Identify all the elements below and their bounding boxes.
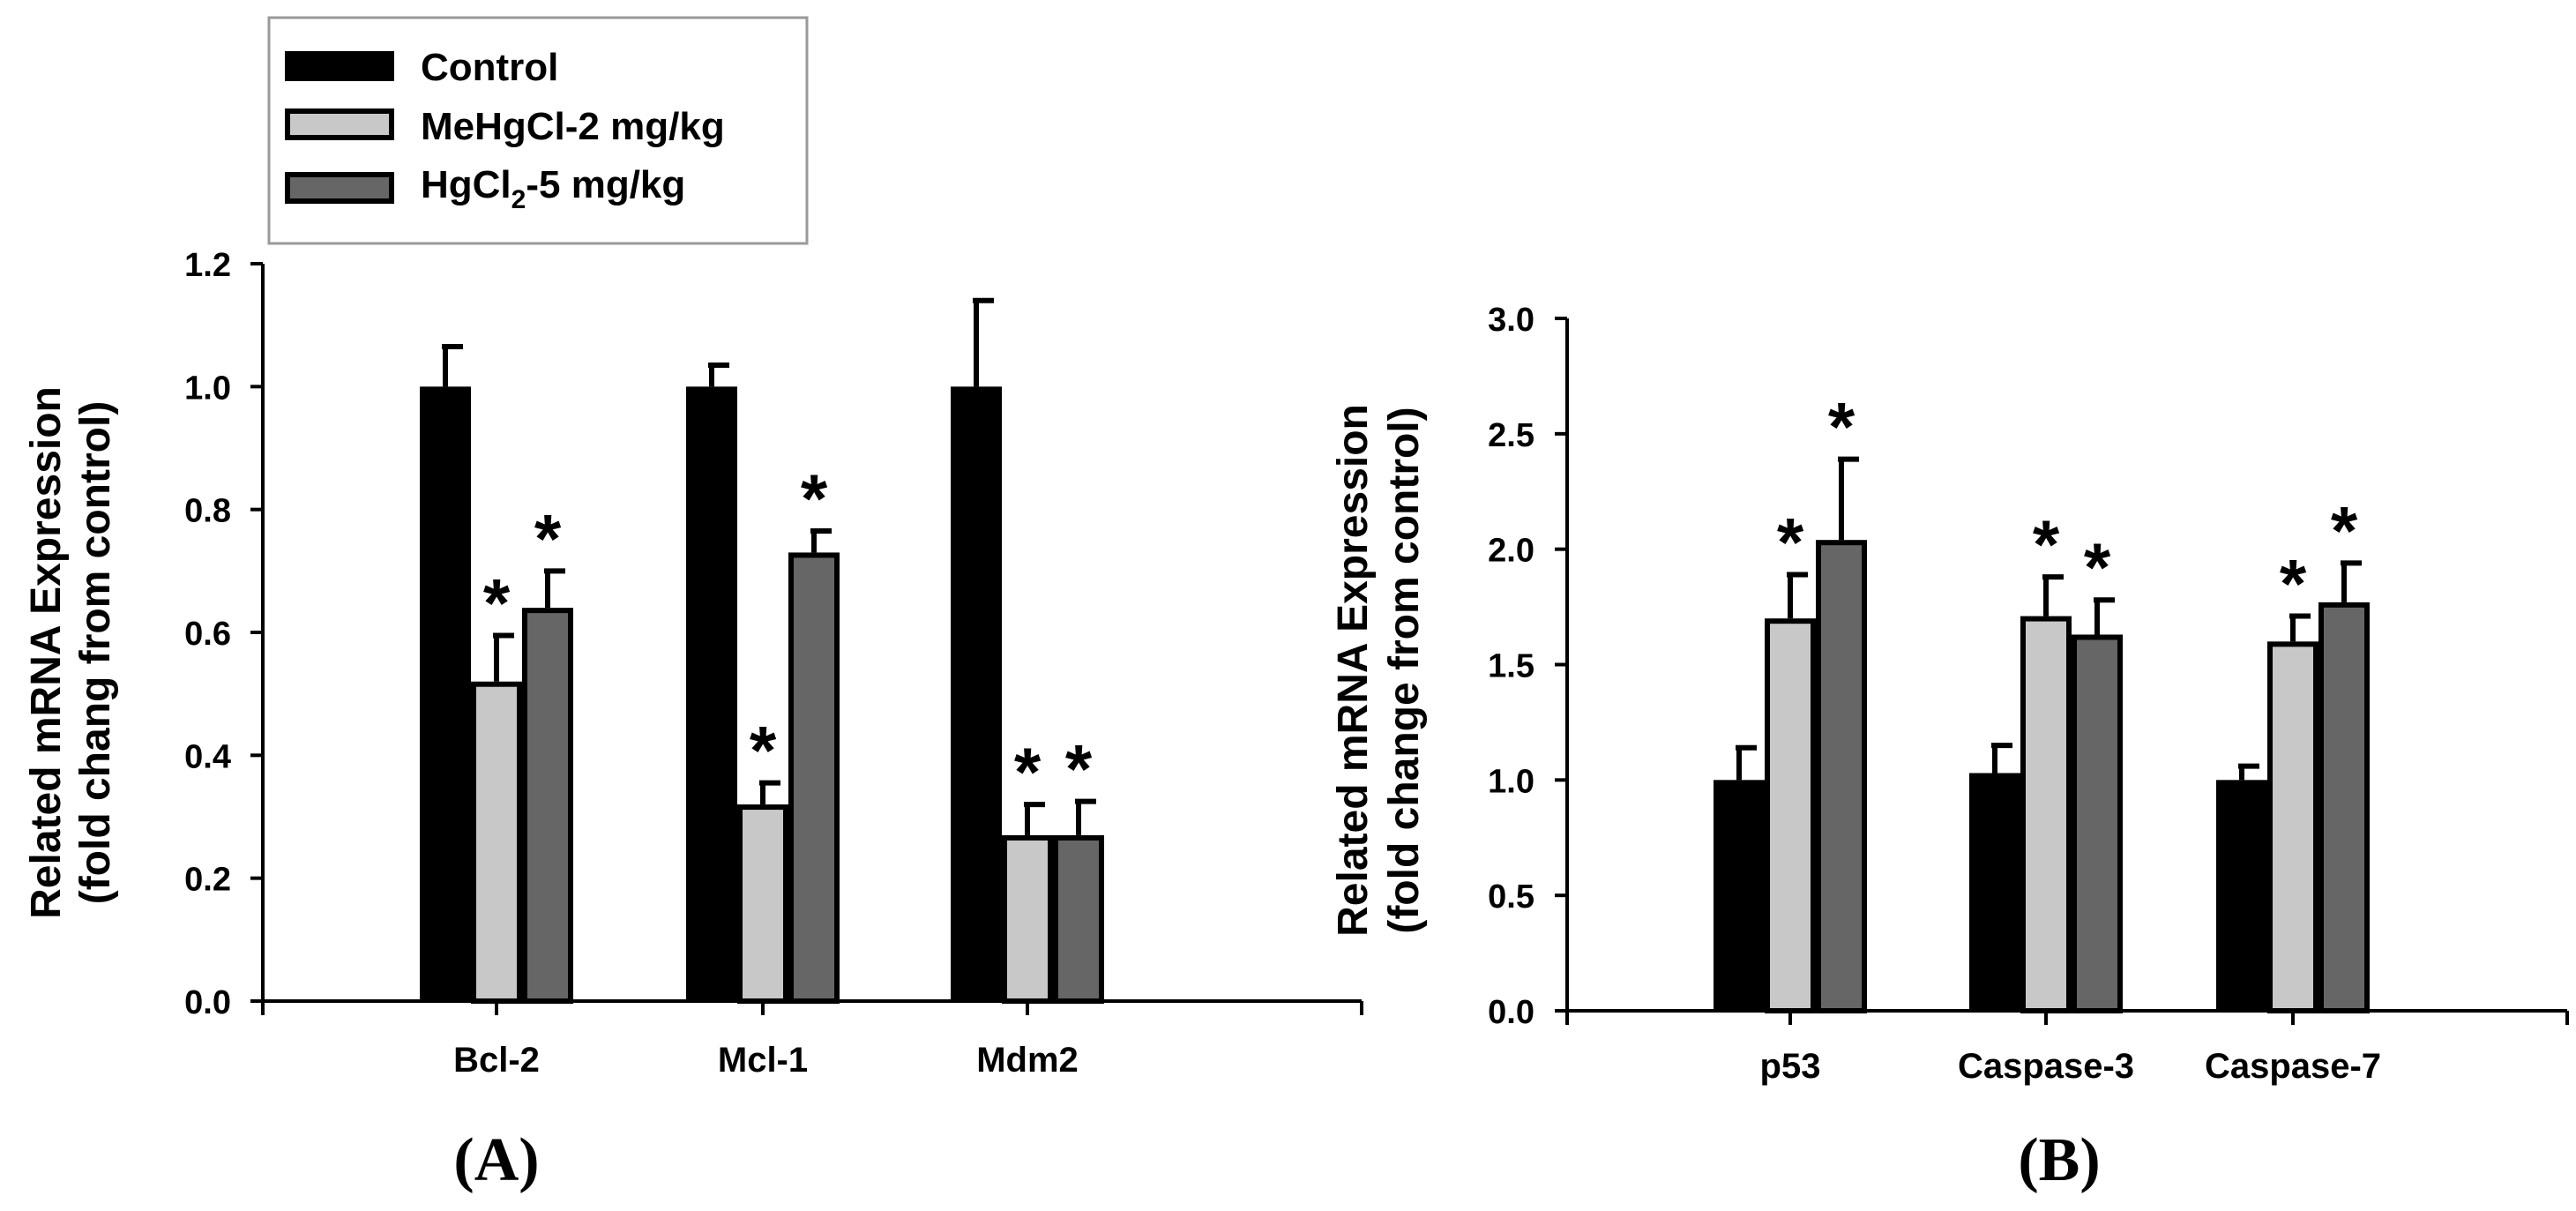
significance-marker: * <box>534 499 562 577</box>
y-tick-label-a: 0.4 <box>184 738 231 775</box>
legend: Control MeHgCl-2 mg/kg HgCl2-5 mg/kg <box>267 16 809 245</box>
panel-label-b: (B) <box>2018 1126 2100 1194</box>
bar-control <box>686 386 737 1001</box>
legend-label-hgcl2: HgCl2-5 mg/kg <box>421 163 685 214</box>
bar-mehgcl <box>1765 618 1816 1014</box>
significance-marker: * <box>1014 733 1042 811</box>
bar-hgcl2 <box>788 552 840 1005</box>
bar-control <box>951 386 1002 1001</box>
category-label-a: Mdm2 <box>976 1041 1079 1080</box>
significance-marker: * <box>750 712 777 789</box>
y-tick-label-b: 2.0 <box>1488 533 1534 570</box>
legend-swatch-hgcl2 <box>285 172 394 204</box>
panel-label-a: (A) <box>453 1126 539 1194</box>
bar-mehgcl <box>2020 616 2072 1013</box>
legend-swatch-mehgcl <box>285 108 394 140</box>
y-tick-label-b: 1.5 <box>1488 648 1534 685</box>
y-axis-label-b-line2: (fold change from control) <box>1381 407 1428 933</box>
bar-hgcl2 <box>1053 834 1104 1005</box>
chart-panel-a: Related mRNA Expression (fold chang from… <box>23 247 1363 1194</box>
bar-control <box>1714 780 1765 1011</box>
bar-hgcl2 <box>1816 540 1867 1013</box>
y-tick-label-a: 0.2 <box>184 862 231 899</box>
y-tick-label-b: 1.0 <box>1488 763 1534 800</box>
y-tick-label-a: 0.6 <box>184 616 231 653</box>
significance-marker: * <box>2084 528 2111 606</box>
significance-marker: * <box>2331 491 2358 569</box>
bar-hgcl2 <box>2072 634 2123 1013</box>
legend-item-control: Control <box>285 46 558 89</box>
significance-marker: * <box>1777 503 1804 580</box>
legend-item-hgcl2: HgCl2-5 mg/kg <box>285 163 685 214</box>
significance-marker: * <box>1828 388 1855 466</box>
category-label-b: Caspase-3 <box>1958 1047 2134 1086</box>
category-label-a: Mcl-1 <box>718 1041 808 1080</box>
category-label-b: p53 <box>1760 1047 1821 1086</box>
y-axis-label-a-line2: (fold chang from control) <box>72 401 119 905</box>
bar-mehgcl <box>1002 834 1053 1005</box>
legend-item-mehgcl: MeHgCl-2 mg/kg <box>285 105 725 148</box>
bar-hgcl2 <box>522 608 573 1005</box>
bar-mehgcl <box>471 681 522 1004</box>
significance-marker: * <box>1065 730 1093 808</box>
legend-label-mehgcl: MeHgCl-2 mg/kg <box>421 105 725 148</box>
bar-control <box>1969 773 2020 1011</box>
legend-swatch-control <box>285 51 394 81</box>
y-tick-label-a: 0.0 <box>184 984 231 1021</box>
category-label-a: Bcl-2 <box>453 1041 540 1080</box>
bar-control <box>420 386 471 1001</box>
significance-marker: * <box>483 564 511 641</box>
category-label-b: Caspase-7 <box>2205 1047 2381 1086</box>
y-tick-label-b: 0.0 <box>1488 994 1534 1031</box>
bar-hgcl2 <box>2318 602 2370 1013</box>
bar-control <box>2216 780 2267 1011</box>
significance-marker: * <box>2033 505 2060 583</box>
significance-marker: * <box>801 460 828 537</box>
legend-label-control: Control <box>421 46 558 89</box>
bar-mehgcl <box>737 804 788 1004</box>
chart-panel-b: Related mRNA Expression (fold change fro… <box>1330 302 2569 1194</box>
y-tick-label-a: 0.8 <box>184 493 231 530</box>
significance-marker: * <box>2280 545 2307 623</box>
y-tick-label-b: 0.5 <box>1488 878 1534 916</box>
y-axis-label-b: Related mRNA Expression <box>1330 404 1377 937</box>
y-tick-label-b: 2.5 <box>1488 417 1534 454</box>
y-tick-label-a: 1.2 <box>184 247 231 284</box>
y-axis-label-a: Related mRNA Expression <box>23 386 70 919</box>
y-tick-label-a: 1.0 <box>184 370 231 407</box>
y-tick-label-b: 3.0 <box>1488 302 1534 339</box>
bar-mehgcl <box>2267 641 2318 1013</box>
